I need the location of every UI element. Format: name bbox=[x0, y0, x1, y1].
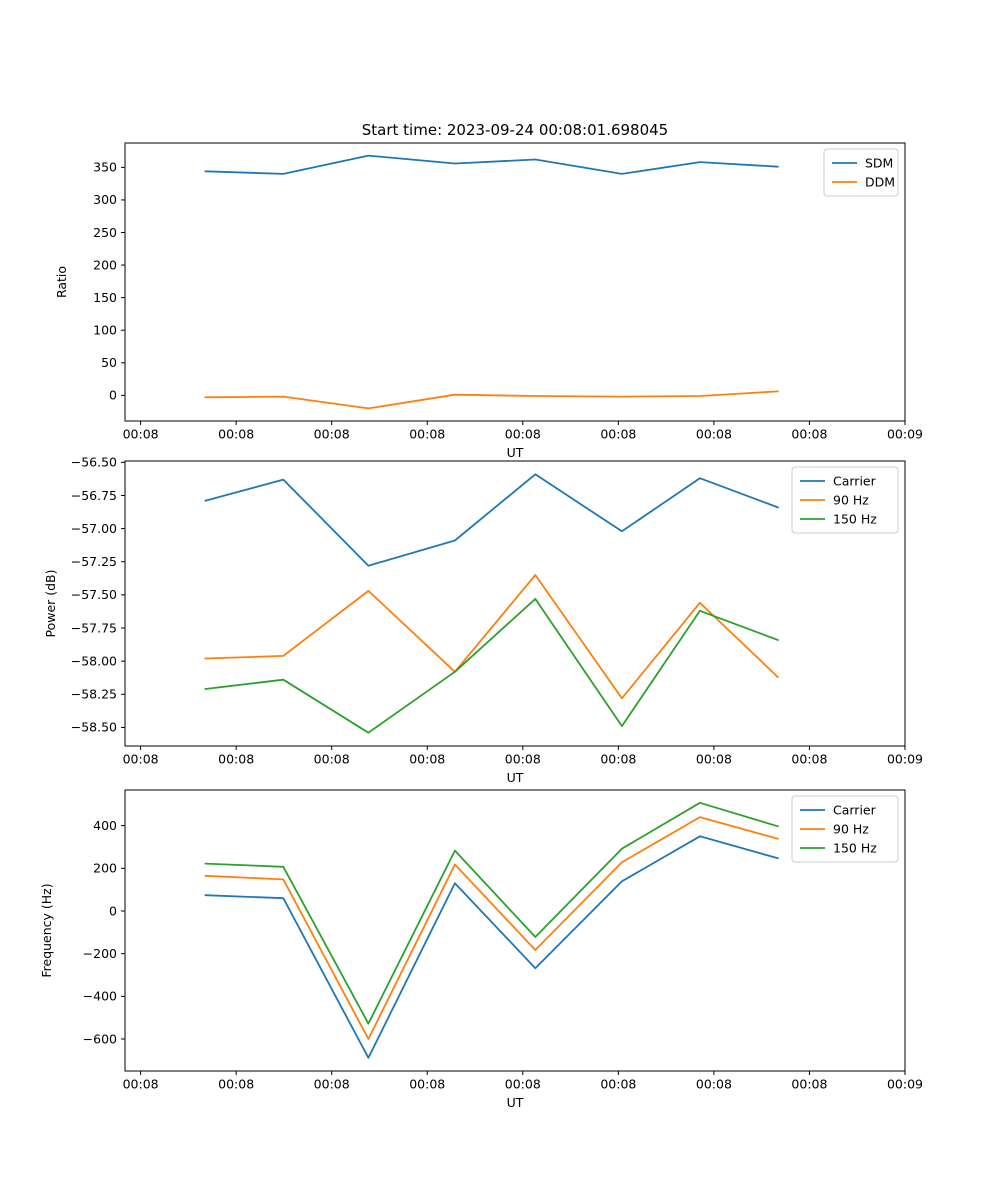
x-tick-label: 00:08 bbox=[218, 1077, 254, 1092]
y-tick-label: −57.75 bbox=[71, 620, 117, 635]
chart-2: −58.50 −58.25 −58.00 −57.75 −57.50 −57.25 −57.… bbox=[43, 455, 923, 785]
y-tick-label: 350 bbox=[93, 160, 117, 175]
legend-box bbox=[791, 795, 899, 863]
legend-label-carrier: Carrier bbox=[833, 473, 877, 488]
axes-border bbox=[124, 789, 906, 1072]
y-tick-label: −58.25 bbox=[71, 687, 117, 702]
x-axis-label: UT bbox=[507, 770, 524, 785]
series-line-sdm bbox=[204, 154, 779, 175]
series-line-150-hz bbox=[204, 598, 779, 734]
x-tick-label: 00:08 bbox=[600, 752, 636, 767]
y-tick-label: −600 bbox=[83, 1031, 117, 1046]
y-tick-label: 50 bbox=[101, 355, 117, 370]
x-tick-label: 00:08 bbox=[791, 1077, 827, 1092]
legend-box bbox=[823, 148, 899, 197]
legend-label-90-hz: 90 Hz bbox=[833, 492, 869, 507]
x-tick-label: 00:08 bbox=[505, 1077, 541, 1092]
y-tick-label: 300 bbox=[93, 192, 117, 207]
x-tick-label: 00:08 bbox=[314, 427, 350, 442]
x-tick-label: 00:08 bbox=[123, 752, 159, 767]
y-tick-label: −400 bbox=[83, 989, 117, 1004]
x-tick-label: 00:08 bbox=[791, 752, 827, 767]
x-tick-label: 00:08 bbox=[409, 752, 445, 767]
legend-box bbox=[791, 466, 899, 534]
x-tick-label: 00:08 bbox=[314, 752, 350, 767]
x-tick-label: 00:08 bbox=[600, 1077, 636, 1092]
x-tick-label: 00:08 bbox=[696, 1077, 732, 1092]
y-axis-label: Frequency (Hz) bbox=[39, 883, 54, 977]
x-tick-label: 00:08 bbox=[218, 427, 254, 442]
y-tick-label: 100 bbox=[93, 323, 117, 338]
y-tick-label: −58.00 bbox=[71, 653, 117, 668]
y-tick-label: −56.75 bbox=[71, 488, 117, 503]
legend-label-carrier: Carrier bbox=[833, 802, 877, 817]
y-tick-label: −57.25 bbox=[71, 554, 117, 569]
x-tick-label: 00:09 bbox=[887, 752, 923, 767]
series-line-ddm bbox=[204, 390, 779, 410]
x-tick-label: 00:08 bbox=[696, 752, 732, 767]
y-tick-label: 250 bbox=[93, 225, 117, 240]
x-tick-label: 00:08 bbox=[123, 427, 159, 442]
x-axis-label: UT bbox=[507, 1095, 524, 1110]
legend-label-ddm: DDM bbox=[865, 174, 895, 189]
series-line-150-hz bbox=[204, 801, 779, 1025]
axes-border bbox=[124, 460, 906, 747]
figure-title: Start time: 2023-09-24 00:08:01.698045 bbox=[361, 121, 669, 139]
series-line-90-hz bbox=[204, 574, 779, 700]
y-tick-label: 200 bbox=[93, 861, 117, 876]
y-tick-label: −200 bbox=[83, 946, 117, 961]
y-tick-label: 150 bbox=[93, 290, 117, 305]
legend-label-150-hz: 150 Hz bbox=[833, 840, 877, 855]
chart-1: 0 50 100 150 200 250 300 350 00:08 00:08 00:08 00:0… bbox=[54, 142, 923, 460]
legend: Carrier 90 Hz 150 Hz bbox=[791, 795, 899, 863]
x-tick-label: 00:08 bbox=[218, 752, 254, 767]
legend-label-90-hz: 90 Hz bbox=[833, 821, 869, 836]
x-tick-label: 00:08 bbox=[791, 427, 827, 442]
y-axis-label: Power (dB) bbox=[43, 569, 58, 637]
x-tick-label: 00:08 bbox=[409, 1077, 445, 1092]
axes-border bbox=[124, 142, 906, 422]
y-tick-label: −58.50 bbox=[71, 720, 117, 735]
x-tick-label: 00:09 bbox=[887, 1077, 923, 1092]
y-tick-label: −57.00 bbox=[71, 521, 117, 536]
y-tick-label: −57.50 bbox=[71, 587, 117, 602]
x-tick-label: 00:08 bbox=[409, 427, 445, 442]
series-line-90-hz bbox=[204, 816, 779, 1040]
y-axis-label: Ratio bbox=[54, 266, 69, 298]
y-tick-label: −56.50 bbox=[71, 455, 117, 470]
legend-label-150-hz: 150 Hz bbox=[833, 511, 877, 526]
x-axis-label: UT bbox=[507, 445, 524, 460]
x-tick-label: 00:08 bbox=[696, 427, 732, 442]
chart-3: −600 −400 −200 0 200 400 00:08 00:08 00:08 00:08 0… bbox=[39, 789, 923, 1110]
x-tick-label: 00:08 bbox=[123, 1077, 159, 1092]
x-tick-label: 00:08 bbox=[505, 752, 541, 767]
y-tick-label: 400 bbox=[93, 818, 117, 833]
legend: SDM DDM bbox=[823, 148, 899, 197]
x-tick-label: 00:08 bbox=[600, 427, 636, 442]
x-tick-label: 00:08 bbox=[505, 427, 541, 442]
y-tick-label: 0 bbox=[109, 903, 117, 918]
legend: Carrier 90 Hz 150 Hz bbox=[791, 466, 899, 534]
x-tick-label: 00:09 bbox=[887, 427, 923, 442]
x-tick-label: 00:08 bbox=[314, 1077, 350, 1092]
series-line-carrier bbox=[204, 473, 779, 567]
series-line-carrier bbox=[204, 835, 779, 1059]
legend-label-sdm: SDM bbox=[865, 155, 893, 170]
y-tick-label: 200 bbox=[93, 257, 117, 272]
y-tick-label: 0 bbox=[109, 388, 117, 403]
